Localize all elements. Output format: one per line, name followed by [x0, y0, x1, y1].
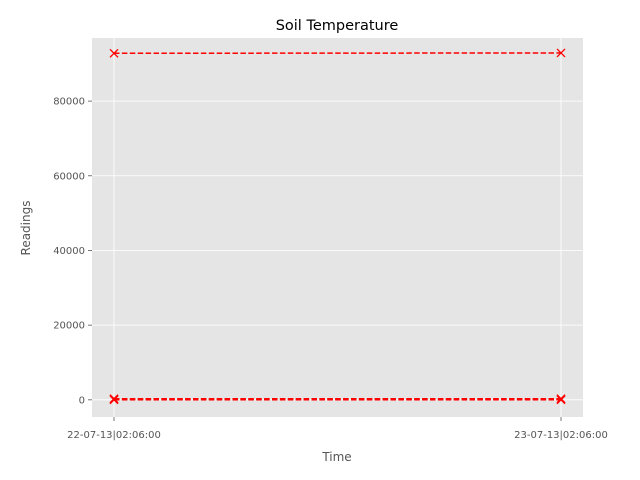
y-axis-label: Readings	[19, 201, 33, 256]
series-4	[109, 395, 566, 405]
data-point-marker	[109, 48, 119, 58]
series-1	[109, 48, 566, 58]
x-axis-label: Time	[321, 450, 351, 464]
y-axis-ticks: 0 20000 40000 60000 80000	[53, 97, 92, 406]
x-axis-ticks: 22-07-13|02:06:00 23-07-13|02:06:00	[67, 417, 608, 441]
marker-stroke	[109, 48, 119, 58]
plot-area	[92, 38, 583, 417]
data-point-marker	[556, 48, 566, 58]
chart-title: Soil Temperature	[276, 18, 399, 34]
y-tick-label: 20000	[53, 321, 85, 332]
y-tick-label: 0	[79, 395, 85, 406]
y-tick-label: 80000	[53, 97, 85, 108]
y-tick-label: 40000	[53, 246, 85, 257]
data-series	[109, 48, 566, 405]
data-point-marker	[556, 395, 566, 405]
marker-stroke	[109, 395, 119, 405]
y-tick-label: 60000	[53, 171, 85, 182]
data-point-marker	[109, 395, 119, 405]
marker-stroke	[556, 48, 566, 58]
marker-stroke	[556, 395, 566, 405]
grid-lines	[92, 38, 583, 417]
x-tick-label: 23-07-13|02:06:00	[514, 430, 608, 441]
x-tick-label: 22-07-13|02:06:00	[67, 430, 161, 441]
